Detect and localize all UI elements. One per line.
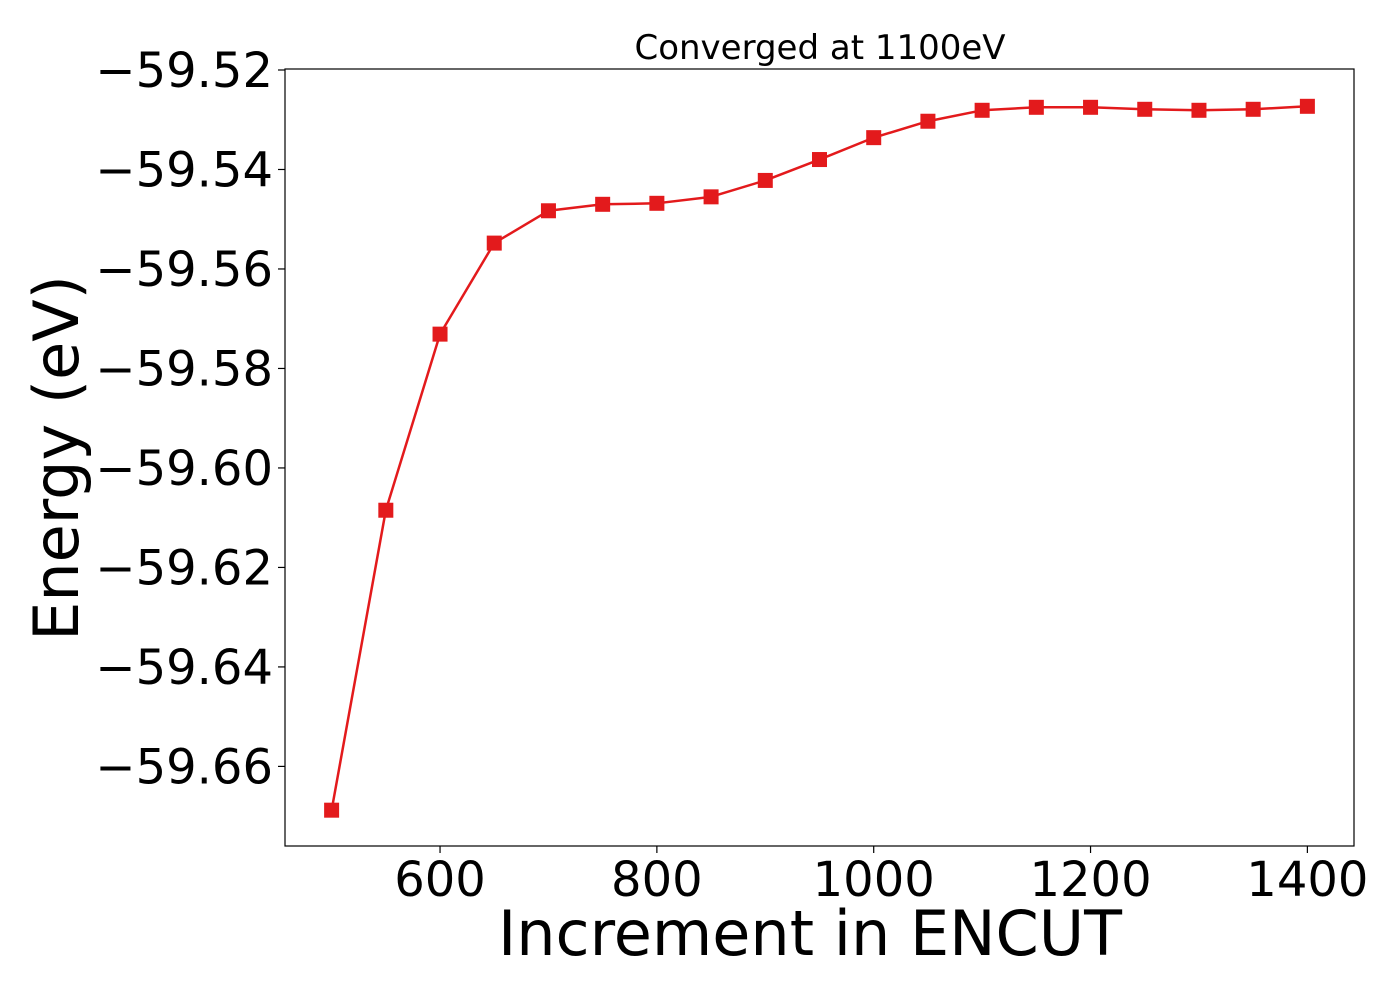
data-point-marker xyxy=(1299,98,1315,114)
data-point-marker xyxy=(486,235,502,251)
y-tick-label: −59.60 xyxy=(95,441,273,497)
data-point-marker xyxy=(324,802,340,818)
data-point-marker xyxy=(540,203,556,219)
y-axis-title: Energy (eV) xyxy=(20,275,93,641)
y-tick-label: −59.52 xyxy=(95,43,273,99)
x-tick-label: 1200 xyxy=(1029,852,1151,908)
y-tick-label: −59.66 xyxy=(95,739,273,795)
data-point-marker xyxy=(757,172,773,188)
data-point-marker xyxy=(1028,99,1044,115)
series-line xyxy=(330,105,1308,811)
data-point-marker xyxy=(432,326,448,342)
x-tick-label: 1000 xyxy=(813,852,935,908)
data-point-marker xyxy=(866,130,882,146)
data-point-marker xyxy=(974,102,990,118)
data-point-marker xyxy=(920,113,936,129)
x-tick-label: 600 xyxy=(394,852,486,908)
data-point-marker xyxy=(703,189,719,205)
x-tick-label: 1400 xyxy=(1246,852,1368,908)
y-axis-ticks: −59.52 −59.54 −59.56 −59.58 −59.60 −59.62 −59.… xyxy=(95,43,285,795)
x-axis-title: Increment in ENCUT xyxy=(498,897,1123,970)
data-point-marker xyxy=(595,196,611,212)
chart-title: Converged at 1100eV xyxy=(634,28,1005,68)
plot-area-frame xyxy=(284,68,1355,847)
data-point-marker xyxy=(649,195,665,211)
x-axis-ticks: 600 800 1000 1200 1400 xyxy=(394,846,1368,908)
y-tick-label: −59.58 xyxy=(95,341,273,397)
data-point-marker xyxy=(1083,99,1099,115)
data-point-marker xyxy=(1137,101,1153,117)
y-tick-label: −59.56 xyxy=(95,242,273,298)
data-point-marker xyxy=(812,152,827,168)
y-tick-label: −59.64 xyxy=(95,640,273,696)
data-point-marker xyxy=(1191,102,1207,118)
x-tick-label: 800 xyxy=(611,852,703,908)
y-tick-label: −59.62 xyxy=(95,540,273,596)
data-point-marker xyxy=(378,502,394,518)
y-tick-label: −59.54 xyxy=(95,142,273,198)
series-layer xyxy=(324,98,1315,818)
data-point-marker xyxy=(1245,101,1261,117)
